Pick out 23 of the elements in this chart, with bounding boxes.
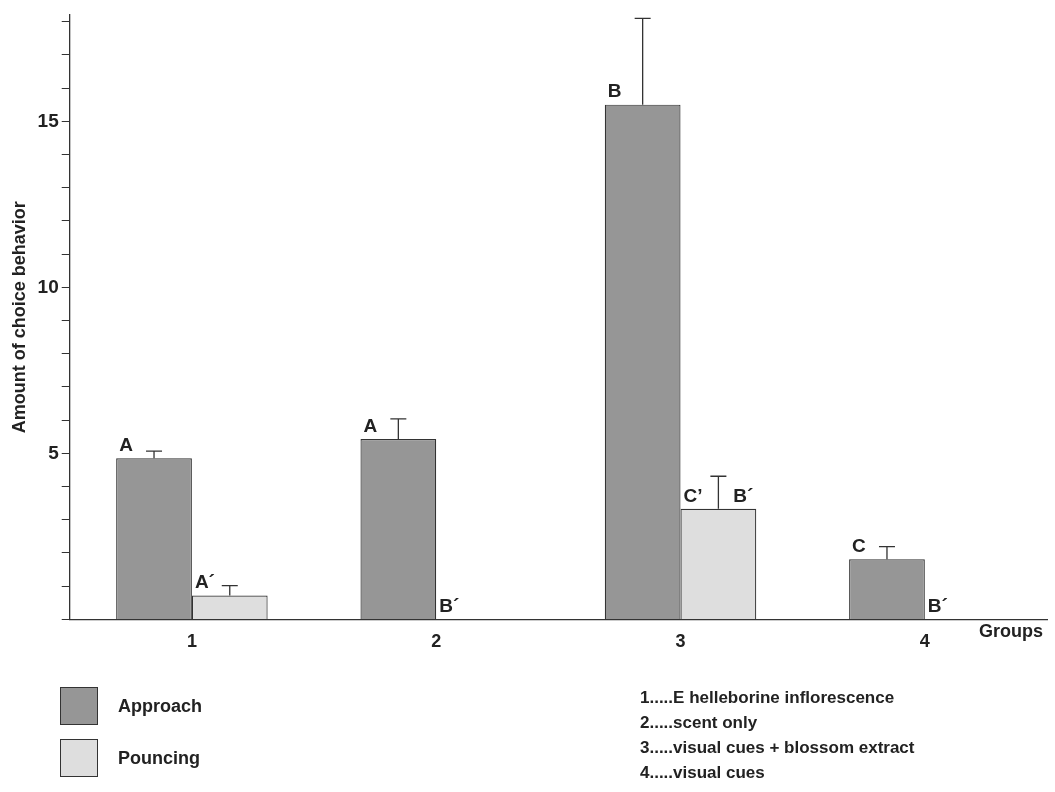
x-tick-label: 4 bbox=[919, 631, 930, 652]
text: 1.....E helleborine inflorescence bbox=[640, 687, 896, 709]
y-axis-title: Amount of choice behavior bbox=[8, 201, 29, 434]
x-axis-title: Groups bbox=[978, 621, 1043, 642]
y-tick-label: 15 bbox=[37, 109, 60, 131]
legend-label: Approach bbox=[118, 695, 203, 717]
x-tick-label: 2 bbox=[431, 631, 442, 652]
data-label: A´ bbox=[194, 571, 215, 593]
y-tick-label: 10 bbox=[37, 275, 59, 297]
text: C’ B´ bbox=[683, 484, 754, 506]
data-label: A bbox=[363, 414, 378, 436]
data-label: C bbox=[852, 535, 867, 557]
text: 2.....scent only bbox=[640, 712, 759, 734]
data-label: B´ bbox=[439, 595, 460, 617]
y-tick-label: 5 bbox=[48, 441, 60, 463]
text: 3.....visual cues + blossom extract bbox=[640, 737, 915, 759]
x-tick-label: 1 bbox=[186, 631, 197, 652]
legend-label: Pouncing bbox=[118, 747, 200, 769]
data-label: A bbox=[119, 434, 134, 456]
data-label: B bbox=[607, 80, 622, 102]
x-tick-label: 3 bbox=[675, 631, 686, 652]
data-label: B´ bbox=[927, 595, 948, 617]
text: 4.....visual cues bbox=[640, 762, 766, 784]
